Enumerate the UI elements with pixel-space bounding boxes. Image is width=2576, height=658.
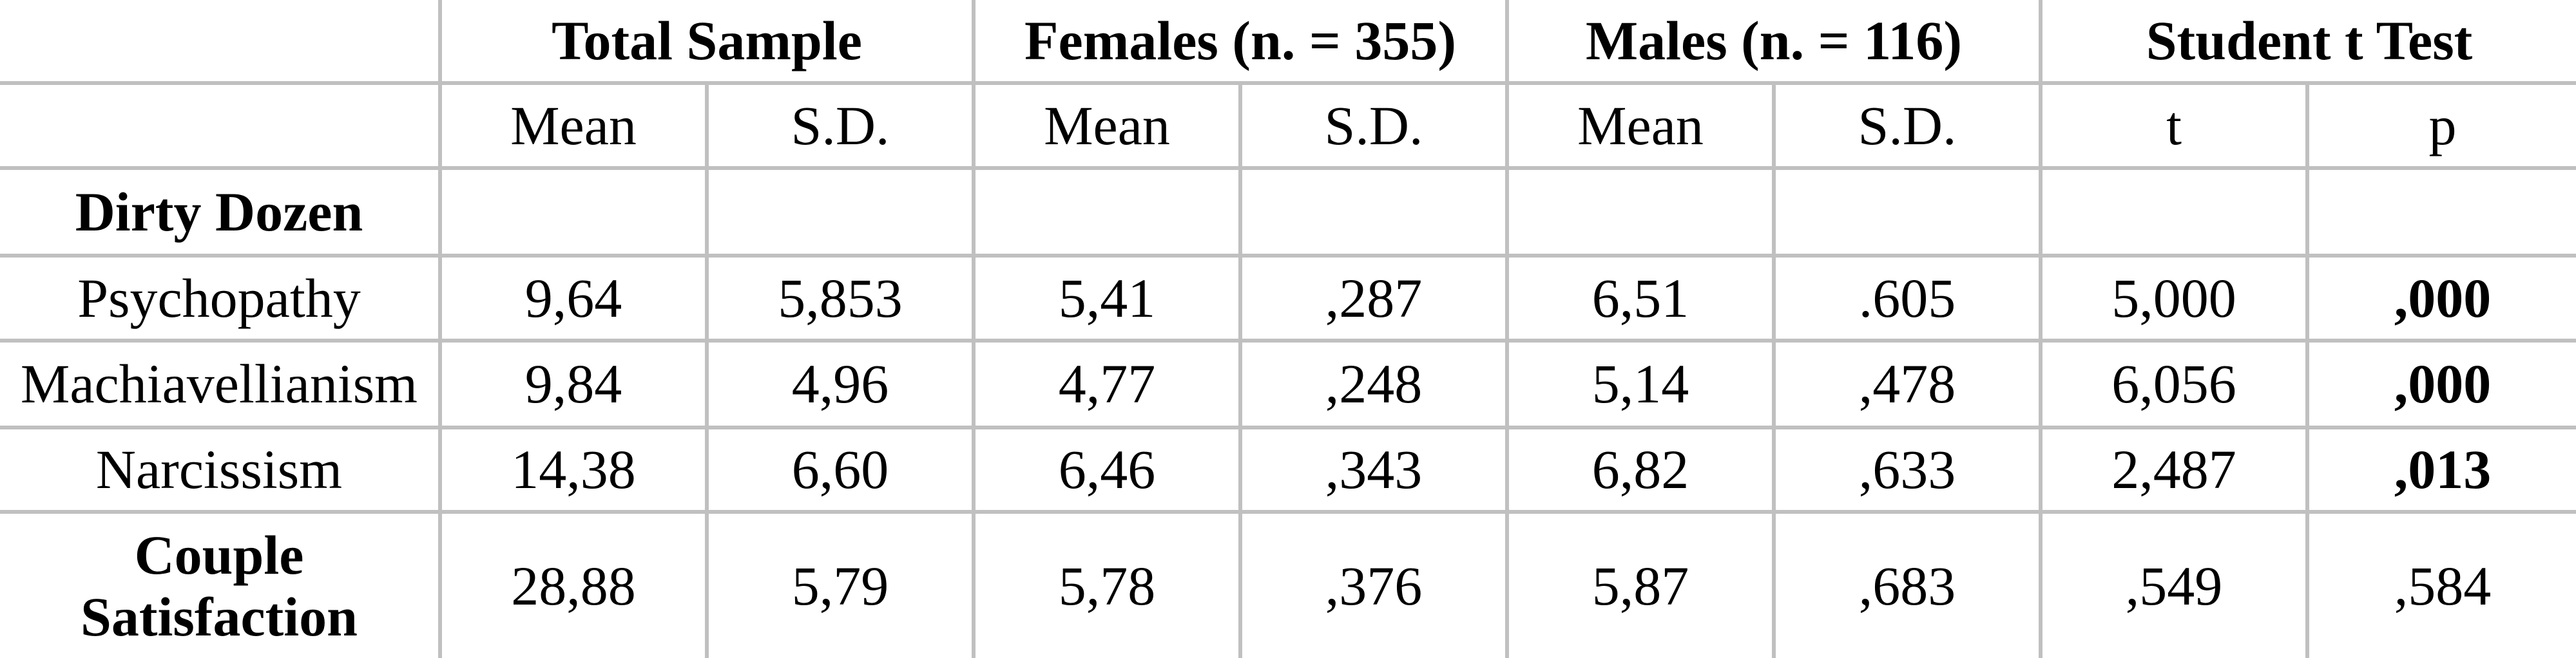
subheader-males-sd: S.D. [1771,81,2043,170]
row-label-narcissism: Narcissism [0,426,442,514]
cell-narcissism-females-mean: 6,46 [972,426,1242,514]
row-couple-satisfaction: Couple Satisfaction 28,88 5,79 5,78 ,376… [0,510,2576,658]
cell-psychopathy-t: 5,000 [2039,254,2310,343]
subheader-total-mean: Mean [438,81,709,170]
cell-psychopathy-males-mean: 6,51 [1505,254,1776,343]
cell-dirty-dozen-p [2305,166,2576,258]
col-group-males: Males (n. = 116) [1504,0,2043,85]
cell-dirty-dozen-males-mean [1505,166,1776,258]
row-dirty-dozen: Dirty Dozen [0,166,2576,258]
subheader-total-sd: S.D. [705,81,976,170]
cell-machiavellianism-males-sd: ,478 [1771,339,2043,429]
row-label-psychopathy: Psychopathy [0,254,442,343]
cell-couple-satisfaction-females-sd: ,376 [1238,510,1509,658]
row-label-machiavellianism: Machiavellianism [0,339,442,429]
row-narcissism: Narcissism 14,38 6,60 6,46 ,343 6,82 ,63… [0,426,2576,514]
subheader-females-mean: Mean [972,81,1242,170]
row-machiavellianism: Machiavellianism 9,84 4,96 4,77 ,248 5,1… [0,339,2576,429]
cell-dirty-dozen-total-mean [438,166,709,258]
cell-couple-satisfaction-p: ,584 [2305,510,2576,658]
cell-dirty-dozen-t [2039,166,2310,258]
header-row-statistics: Mean S.D. Mean S.D. Mean S.D. t p [0,81,2576,170]
cell-psychopathy-females-mean: 5,41 [972,254,1242,343]
row-label-dirty-dozen: Dirty Dozen [0,166,442,258]
col-group-student-t-test: Student t Test [2039,0,2576,85]
cell-machiavellianism-total-sd: 4,96 [705,339,976,429]
cell-couple-satisfaction-males-mean: 5,87 [1505,510,1776,658]
cell-couple-satisfaction-females-mean: 5,78 [972,510,1242,658]
row-label-couple-satisfaction: Couple Satisfaction [0,510,442,658]
cell-psychopathy-total-sd: 5,853 [705,254,976,343]
subheader-males-mean: Mean [1505,81,1776,170]
subheader-p: p [2305,81,2576,170]
cell-narcissism-total-mean: 14,38 [438,426,709,514]
subheader-t: t [2039,81,2310,170]
cell-couple-satisfaction-total-sd: 5,79 [705,510,976,658]
cell-psychopathy-p: ,000 [2305,254,2576,343]
cell-couple-satisfaction-total-mean: 28,88 [438,510,709,658]
cell-dirty-dozen-females-mean [972,166,1242,258]
cell-machiavellianism-p: ,000 [2305,339,2576,429]
cell-psychopathy-females-sd: ,287 [1238,254,1509,343]
cell-dirty-dozen-males-sd [1771,166,2043,258]
subheader-empty-cell [0,81,442,170]
col-group-females: Females (n. = 355) [972,0,1509,85]
cell-narcissism-females-sd: ,343 [1238,426,1509,514]
cell-couple-satisfaction-t: ,549 [2039,510,2310,658]
cell-machiavellianism-t: 6,056 [2039,339,2310,429]
cell-machiavellianism-females-mean: 4,77 [972,339,1242,429]
cell-dirty-dozen-total-sd [705,166,976,258]
header-row-groups: Total Sample Females (n. = 355) Males (n… [0,0,2576,85]
cell-narcissism-t: 2,487 [2039,426,2310,514]
col-group-total-sample: Total Sample [438,0,976,85]
cell-machiavellianism-males-mean: 5,14 [1505,339,1776,429]
cell-psychopathy-total-mean: 9,64 [438,254,709,343]
cell-narcissism-total-sd: 6,60 [705,426,976,514]
corner-empty-cell [0,0,442,85]
cell-machiavellianism-females-sd: ,248 [1238,339,1509,429]
cell-narcissism-p: ,013 [2305,426,2576,514]
cell-psychopathy-males-sd: .605 [1771,254,2043,343]
cell-dirty-dozen-females-sd [1238,166,1509,258]
cell-couple-satisfaction-males-sd: ,683 [1771,510,2043,658]
cell-narcissism-males-sd: ,633 [1771,426,2043,514]
subheader-females-sd: S.D. [1238,81,1509,170]
cell-machiavellianism-total-mean: 9,84 [438,339,709,429]
row-psychopathy: Psychopathy 9,64 5,853 5,41 ,287 6,51 .6… [0,254,2576,343]
cell-narcissism-males-mean: 6,82 [1505,426,1776,514]
